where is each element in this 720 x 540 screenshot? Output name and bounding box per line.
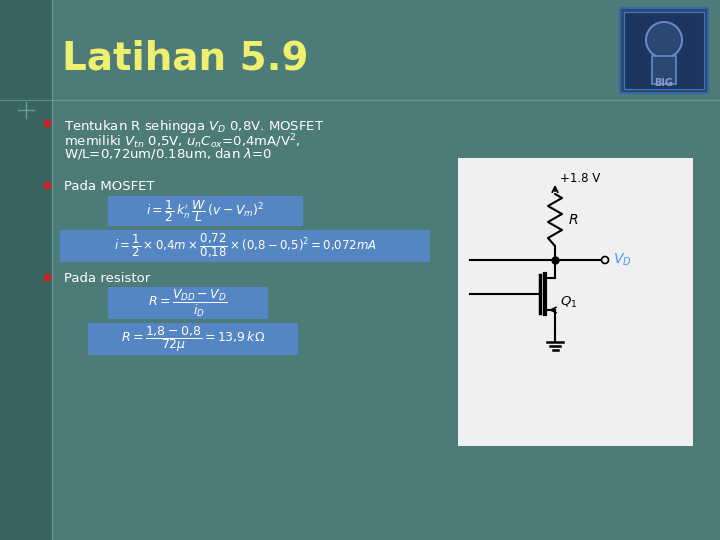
Bar — [624, 12, 704, 89]
Bar — [652, 56, 676, 84]
Text: $i = \dfrac{1}{2} \times 0{,}4m \times \dfrac{0{,}72}{0{,}18} \times (0{,}8-0{,}: $i = \dfrac{1}{2} \times 0{,}4m \times \… — [114, 232, 377, 260]
Bar — [620, 8, 708, 93]
Text: Tentukan R sehingga $V_D$ 0,8V. MOSFET: Tentukan R sehingga $V_D$ 0,8V. MOSFET — [64, 118, 325, 135]
Bar — [108, 287, 268, 319]
Text: +1.8 V: +1.8 V — [560, 172, 600, 185]
Bar — [0, 0, 52, 540]
Bar — [108, 196, 303, 226]
Circle shape — [601, 256, 608, 264]
Bar — [60, 230, 430, 262]
Bar — [44, 182, 51, 189]
Text: W/L=0,72um/0.18um, dan $\lambda$=0: W/L=0,72um/0.18um, dan $\lambda$=0 — [64, 146, 272, 161]
Text: BIG: BIG — [654, 78, 673, 88]
Text: $Q_1$: $Q_1$ — [560, 294, 577, 309]
Text: $R = \dfrac{V_{DD} - V_D}{i_D}$: $R = \dfrac{V_{DD} - V_D}{i_D}$ — [148, 287, 228, 319]
Bar — [44, 274, 51, 281]
Text: Pada MOSFET: Pada MOSFET — [64, 180, 155, 193]
Text: $i = \dfrac{1}{2}\,k_n'\,\dfrac{W}{L}\,(v - V_m)^2$: $i = \dfrac{1}{2}\,k_n'\,\dfrac{W}{L}\,(… — [146, 198, 264, 224]
Text: $R = \dfrac{1{,}8-0{,}8}{72\mu} = 13{,}9\,k\Omega$: $R = \dfrac{1{,}8-0{,}8}{72\mu} = 13{,}9… — [121, 324, 265, 354]
Bar — [44, 120, 51, 127]
Text: Pada resistor: Pada resistor — [64, 272, 150, 285]
Bar — [458, 158, 693, 446]
Bar — [88, 323, 298, 355]
Text: memiliki $V_{tn}$ 0,5V, $u_nC_{ox}$=0,4mA/V$^2$,: memiliki $V_{tn}$ 0,5V, $u_nC_{ox}$=0,4m… — [64, 132, 300, 151]
Circle shape — [646, 22, 682, 58]
Text: Latihan 5.9: Latihan 5.9 — [62, 40, 308, 78]
Text: $V_D$: $V_D$ — [613, 252, 631, 268]
Text: $R$: $R$ — [568, 213, 578, 227]
